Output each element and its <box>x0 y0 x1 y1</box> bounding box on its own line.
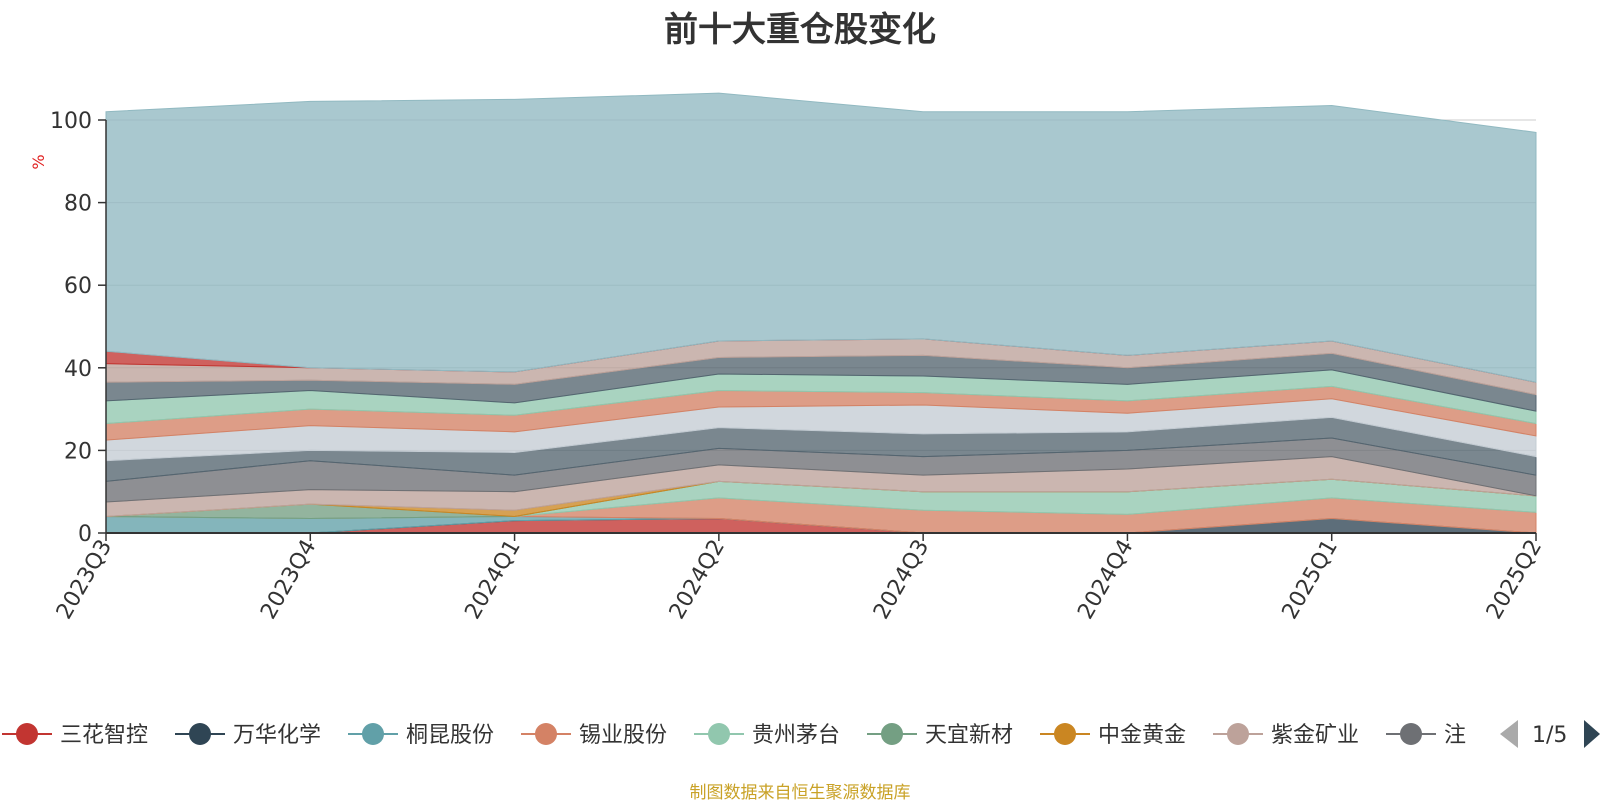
legend-item[interactable]: 万华化学 <box>175 723 321 748</box>
x-tick-label: 2024Q3 <box>869 536 934 624</box>
y-tick-label: 60 <box>64 274 92 299</box>
legend-item[interactable]: 中金黄金 <box>1040 723 1186 748</box>
legend-label: 锡业股份 <box>579 723 667 748</box>
legend-label: 桐昆股份 <box>406 723 494 748</box>
legend-item[interactable]: 注 <box>1386 723 1466 748</box>
legend-marker <box>362 723 384 745</box>
legend-label: 注 <box>1444 723 1466 748</box>
legend-marker <box>16 723 38 745</box>
x-tick-label: 2025Q1 <box>1278 536 1343 624</box>
x-tick-label: 2023Q4 <box>256 536 321 624</box>
y-tick-label: 100 <box>50 109 92 134</box>
legend: 三花智控 万华化学 桐昆股份 锡业股份 贵州茅台 天宜新材 中金黄金 紫金矿业 注 <box>2 723 1466 748</box>
legend-pager: 1/5 <box>1500 720 1600 748</box>
legend-label: 中金黄金 <box>1098 723 1186 748</box>
legend-label: 紫金矿业 <box>1271 723 1359 748</box>
legend-page-indicator: 1/5 <box>1532 723 1567 748</box>
legend-item[interactable]: 锡业股份 <box>521 723 667 748</box>
x-tick-label: 2024Q1 <box>460 536 525 624</box>
legend-label: 天宜新材 <box>925 723 1013 748</box>
x-tick-labels: 2023Q3 2023Q4 2024Q1 2024Q2 2024Q3 2024Q4 2025… <box>52 533 1547 624</box>
y-tick-label: 40 <box>64 357 92 382</box>
legend-item[interactable]: 贵州茅台 <box>694 723 840 748</box>
triangle-right-icon[interactable] <box>1584 720 1600 748</box>
y-tick-labels: 0 20 40 60 80 100 <box>50 109 106 547</box>
legend-marker <box>1400 723 1422 745</box>
legend-label: 三花智控 <box>60 723 148 748</box>
legend-marker <box>189 723 211 745</box>
legend-marker <box>535 723 557 745</box>
axes <box>105 120 1536 534</box>
source-note: 制图数据来自恒生聚源数据库 <box>689 783 911 803</box>
triangle-left-icon[interactable] <box>1500 720 1518 748</box>
legend-item[interactable]: 天宜新材 <box>867 723 1013 748</box>
y-tick-label: 20 <box>64 439 92 464</box>
x-tick-label: 2024Q2 <box>665 536 730 624</box>
legend-marker <box>1054 723 1076 745</box>
chart-title: 前十大重仓股变化 <box>664 10 936 50</box>
x-tick-label: 2025Q2 <box>1482 536 1547 624</box>
x-tick-label: 2023Q3 <box>52 536 117 624</box>
legend-marker <box>881 723 903 745</box>
legend-label: 贵州茅台 <box>752 723 840 748</box>
x-tick-label: 2024Q4 <box>1073 536 1138 624</box>
series-area <box>105 92 1537 383</box>
y-tick-label: 80 <box>64 192 92 217</box>
series-areas <box>105 92 1537 534</box>
y-axis-label: % <box>29 154 48 169</box>
legend-marker <box>1227 723 1249 745</box>
y-tick-label: 0 <box>78 522 92 547</box>
legend-marker <box>708 723 730 745</box>
legend-item[interactable]: 紫金矿业 <box>1213 723 1359 748</box>
legend-item[interactable]: 三花智控 <box>2 723 148 748</box>
legend-label: 万华化学 <box>233 723 321 748</box>
legend-item[interactable]: 桐昆股份 <box>348 723 494 748</box>
